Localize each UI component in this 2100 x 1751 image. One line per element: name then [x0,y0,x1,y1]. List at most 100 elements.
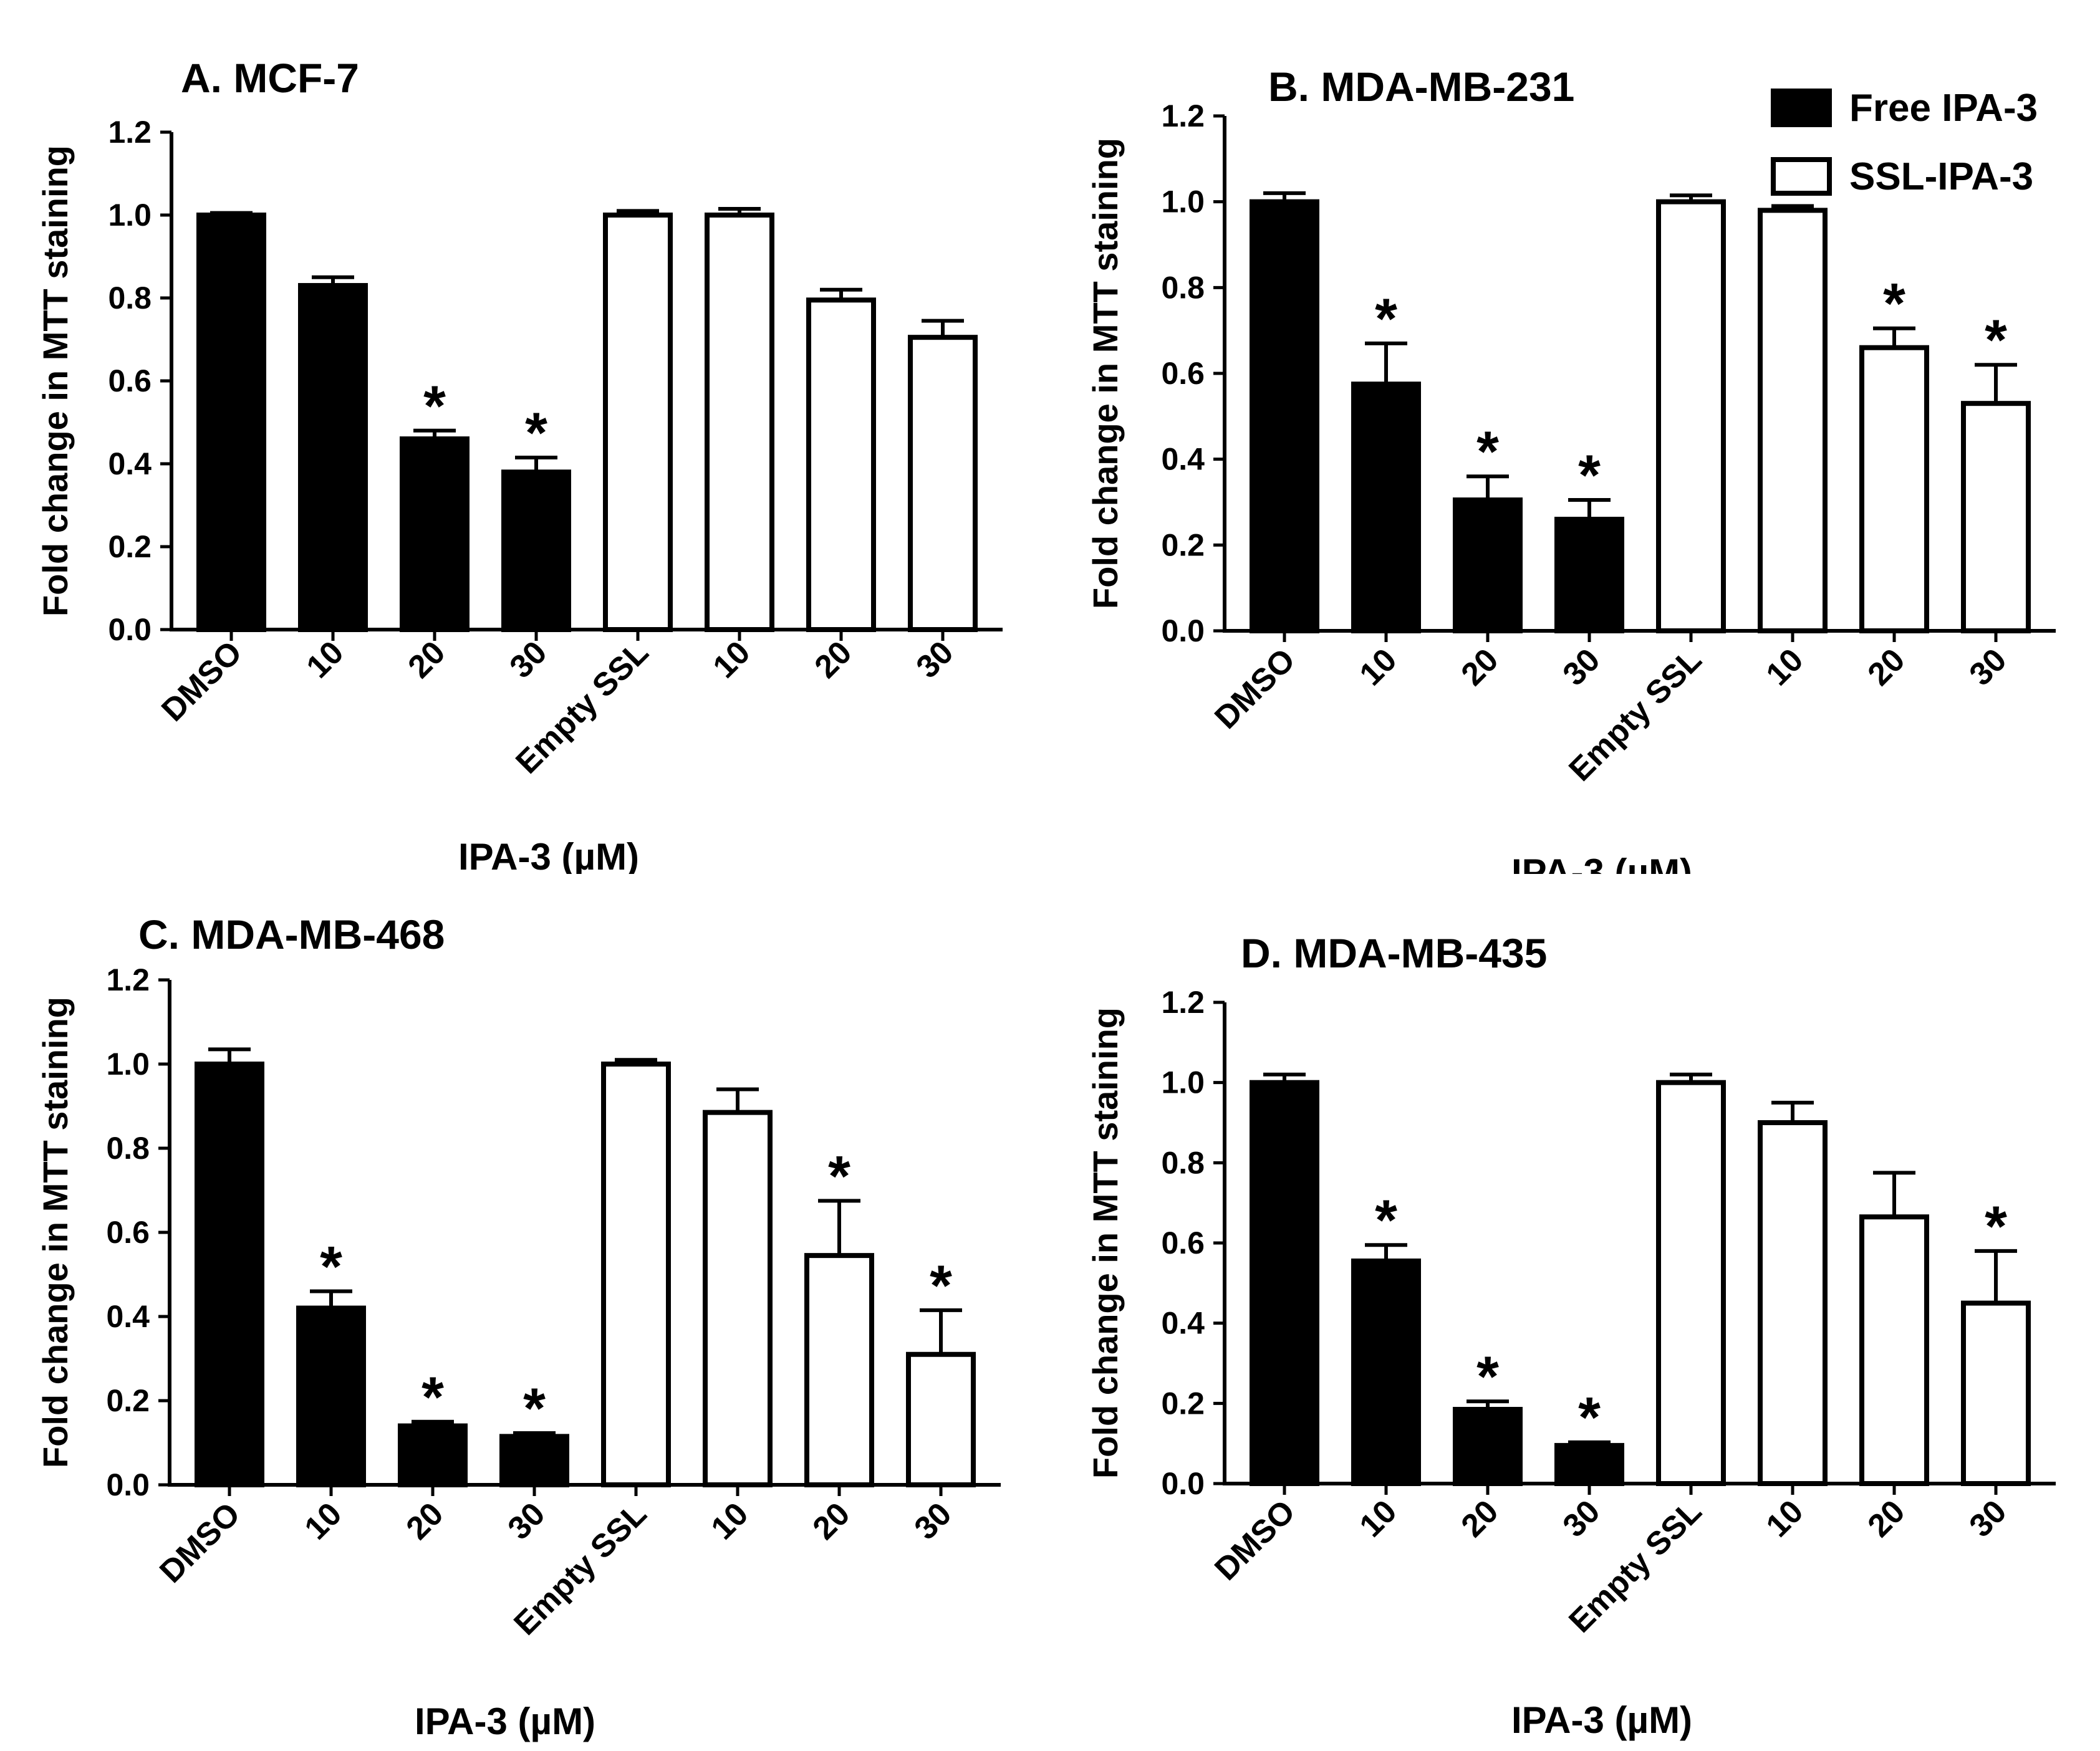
x-tick-label: 20 [1455,1493,1506,1544]
y-tick-label: 0.2 [108,529,152,564]
y-tick-label: 1.0 [1161,185,1205,219]
y-tick-label: 1.2 [1161,98,1205,133]
bar-free [1250,199,1319,633]
panel-c: C. MDA-MB-468 0.0 0.2 0.4 0.6 0.8 1.0 1.2 Fold c… [0,874,1050,1748]
significance-star: * [320,1235,342,1299]
x-tick-label: 10 [706,634,758,685]
bar-ssl [1758,1120,1828,1486]
legend-label-free: Free IPA-3 [1849,86,2038,130]
bar-ssl [906,1351,976,1487]
x-tick-label: 10 [298,1495,349,1547]
panel-b: B. MDA-MB-231 0.0 0.2 0.4 0.6 0.8 1.0 1.2 Fold c… [1050,0,2100,893]
y-tick-label: 0.4 [1161,442,1205,477]
bar-free [499,1434,569,1487]
panel-d: D. MDA-MB-435 0.0 0.2 0.4 0.6 0.8 1.0 1.2 Fold c… [1050,874,2100,1748]
y-tick-label: 0.0 [1161,613,1205,648]
significance-star: * [525,401,547,465]
x-tick-label: DMSO [1208,1493,1302,1587]
significance-star: * [1883,272,1905,336]
bar-free [195,1062,264,1487]
x-tick-label: 30 [910,634,961,685]
x-tick-label: 20 [1861,641,1912,693]
bar-free [196,213,266,632]
y-tick-label: 0.8 [1161,270,1205,305]
x-tick-label: DMSO [153,1495,247,1590]
legend-item-ssl: SSL-IPA-3 [1771,142,2038,211]
chart-c: C. MDA-MB-468 0.0 0.2 0.4 0.6 0.8 1.0 1.2 Fold c… [36,911,1001,1742]
x-tick-label: 20 [806,1495,857,1547]
x-tick-label: 10 [1353,1493,1404,1544]
chart-b: B. MDA-MB-231 0.0 0.2 0.4 0.6 0.8 1.0 1.2 Fold c… [1086,64,2056,893]
y-tick-label: 0.2 [1161,1386,1205,1421]
y-tick-label: 0.6 [1161,356,1205,391]
x-axis-label: IPA-3 (µM) [1511,852,1692,874]
x-tick-label: DMSO [155,634,249,728]
x-axis-label: IPA-3 (µM) [415,1701,595,1742]
significance-star: * [421,1366,444,1429]
y-tick-label: 0.8 [1161,1145,1205,1180]
x-tick-label: 30 [1556,1493,1607,1544]
bar-ssl [1961,1300,2031,1486]
legend-label-ssl: SSL-IPA-3 [1849,155,2034,198]
y-tick-label: 1.0 [1161,1065,1205,1100]
panel-a: A. MCF-7 0.0 0.2 0.4 0.6 0.8 1.0 1.2 Fold change… [0,0,1050,878]
y-tick-label: 0.4 [108,446,152,481]
x-axis-label: IPA-3 (µM) [1511,1699,1692,1741]
x-tick-label: DMSO [1208,641,1302,736]
significance-star: * [1375,1189,1397,1252]
y-tick-label: 1.2 [108,115,152,150]
y-tick-label: 0.6 [106,1215,150,1250]
bar-ssl [603,213,673,632]
bar-free [1351,381,1421,633]
bar-free [1250,1080,1319,1486]
x-tick-label: 30 [501,1495,552,1547]
x-tick-label: 20 [808,634,859,685]
significance-star: * [930,1254,952,1318]
bar-ssl [1758,208,1828,633]
chart-title: C. MDA-MB-468 [138,911,445,957]
significance-star: * [1476,1345,1499,1409]
y-tick-label: 0.2 [106,1383,150,1418]
bar-ssl [908,335,978,632]
bar-ssl [1859,345,1929,633]
bar-ssl [1656,199,1726,633]
y-tick-label: 1.2 [1161,985,1205,1020]
bar-ssl [705,213,774,632]
significance-star: * [1578,444,1601,507]
y-axis-label: Fold change in MTT staining [1086,1007,1125,1479]
y-tick-label: 0.0 [108,612,152,647]
y-tick-label: 0.4 [1161,1306,1205,1341]
y-tick-label: 0.4 [106,1299,150,1334]
significance-star: * [1476,420,1499,484]
x-tick-label: 10 [1353,641,1404,693]
y-tick-label: 0.8 [108,281,152,315]
legend-item-free: Free IPA-3 [1771,74,2038,142]
significance-star: * [1578,1386,1601,1450]
x-tick-label: 10 [1760,641,1811,693]
legend-swatch-free [1771,89,1832,127]
y-tick-label: 0.8 [106,1131,150,1166]
bar-free [1453,1406,1523,1487]
y-tick-label: 0.0 [1161,1466,1205,1501]
bar-ssl [1859,1214,1929,1487]
bar-ssl [703,1110,773,1487]
bar-free [1453,497,1523,634]
legend: Free IPA-3 SSL-IPA-3 [1771,74,2038,211]
x-tick-label: 20 [402,634,453,685]
bar-free [501,469,571,632]
y-tick-label: 1.2 [106,962,150,997]
x-tick-label: 20 [400,1495,451,1547]
x-tick-label: 10 [1760,1493,1811,1544]
chart-a: A. MCF-7 0.0 0.2 0.4 0.6 0.8 1.0 1.2 Fold change… [36,55,1003,878]
significance-star: * [828,1144,850,1208]
y-tick-label: 0.0 [106,1467,150,1502]
significance-star: * [1985,309,2007,372]
x-tick-label: 30 [908,1495,959,1547]
bar-ssl [804,1253,874,1487]
x-tick-label: 30 [1963,1493,2014,1544]
bar-ssl [1961,401,2031,634]
chart-title: B. MDA-MB-231 [1268,64,1574,110]
chart-d: D. MDA-MB-435 0.0 0.2 0.4 0.6 0.8 1.0 1.2 Fold c… [1086,930,2056,1741]
legend-swatch-ssl [1771,157,1832,196]
bar-free [296,1305,366,1487]
